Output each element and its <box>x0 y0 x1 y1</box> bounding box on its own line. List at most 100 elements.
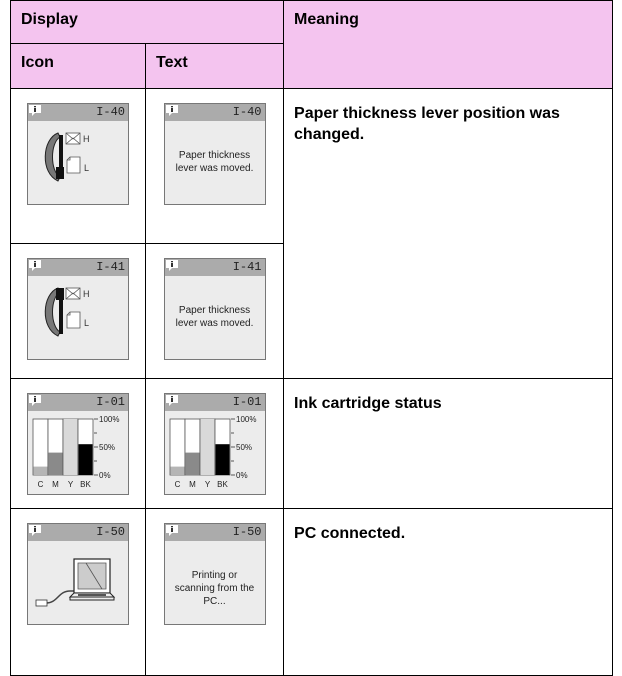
scale-label: 100% <box>99 415 119 424</box>
badge-glyph <box>170 526 173 528</box>
badge-glyph <box>34 261 36 263</box>
text-cell: I-40 Paper thickness lever was moved. <box>144 88 285 244</box>
badge-glyph <box>34 526 36 528</box>
ink-level <box>185 452 199 475</box>
info-badge <box>165 105 178 116</box>
icon-cell: I-41 H L <box>10 243 146 379</box>
badge-glyph <box>34 108 36 112</box>
icon-cell: I-50 <box>10 508 146 676</box>
badge-glyph <box>34 398 36 402</box>
lever-bracket <box>59 135 63 179</box>
meaning-header: Meaning <box>283 0 614 89</box>
table-row: I-50 I-50 Printing or scanning from the PC… <box>10 508 614 676</box>
ink-level <box>48 452 63 475</box>
lcd-header: I-50 <box>28 524 128 541</box>
screen-graphic: HL <box>44 287 90 337</box>
icon-cell: I-01 C M Y BK 100% 50% 0% <box>10 378 146 509</box>
scale-label: 0% <box>236 471 248 480</box>
ink-label: Y <box>204 480 210 489</box>
badge-glyph <box>170 261 173 263</box>
meaning-cell: Paper thickness lever position was chang… <box>283 88 614 379</box>
display-header: Display <box>9 0 285 44</box>
laptop-display <box>77 562 107 590</box>
scale-label: 0% <box>99 471 111 480</box>
text-cell: I-50 Printing or scanning from the PC... <box>144 508 285 676</box>
header-row: Icon Text <box>10 43 613 89</box>
screen-message: Paper thickness lever was moved. <box>175 305 254 329</box>
lcd-header: I-40 <box>164 104 265 121</box>
page <box>66 311 81 329</box>
lcd-header: I-50 <box>164 524 265 541</box>
screen-code: I-01 <box>232 395 262 409</box>
ink-label: Y <box>68 480 74 489</box>
lcd-screen: I-01 C M Y BK 100% 50% 0% <box>27 393 129 495</box>
screen-graphic: HL <box>44 132 90 182</box>
lever-bracket <box>59 290 63 334</box>
screen-graphic: C M Y BK 100% 50% 0% <box>32 415 119 489</box>
table-row: I-40 H L I-40 Paper thickness lever was move… <box>10 88 614 379</box>
low-label: L <box>84 163 89 173</box>
info-badge <box>29 525 41 536</box>
usb-plug <box>35 599 48 607</box>
badge-glyph <box>34 528 36 532</box>
screen-message: Printing or scanning from the PC... <box>174 570 255 607</box>
badge-glyph <box>170 528 173 532</box>
lcd-header: I-41 <box>164 259 265 276</box>
lcd-screen: I-50 <box>27 523 129 625</box>
lcd-screen: I-41 Paper thickness lever was moved. <box>163 258 266 360</box>
ink-label: BK <box>217 480 228 489</box>
info-badge <box>165 260 178 271</box>
header-row: Display Meaning <box>9 0 614 89</box>
badge-glyph <box>170 108 173 112</box>
cable <box>45 590 78 604</box>
screen-code: I-50 <box>96 525 125 539</box>
table-row: I-01 C M Y BK 100% 50% 0% I-01 C M Y BK 100% 50% 0% Ink … <box>10 378 614 509</box>
ink-level <box>78 444 93 475</box>
lcd-header: I-01 <box>164 394 265 411</box>
screen-code: I-41 <box>232 260 262 274</box>
icon-cell: I-40 H L <box>10 88 146 244</box>
info-badge <box>29 105 41 116</box>
ink-label: M <box>52 480 59 489</box>
ink-level <box>33 466 48 475</box>
lcd-screen: I-50 Printing or scanning from the PC... <box>163 523 266 625</box>
screen-code: I-41 <box>96 260 125 274</box>
meaning-cell: PC connected. <box>283 508 614 676</box>
screen-graphic: C M Y BK 100% 50% 0% <box>169 415 256 489</box>
ink-label: C <box>174 480 180 489</box>
scale-label: 100% <box>236 415 256 424</box>
badge-glyph <box>170 396 173 398</box>
lcd-header: I-01 <box>28 394 128 411</box>
page <box>66 156 81 174</box>
lcd-screen: I-41 H L <box>27 258 129 360</box>
info-badge <box>29 395 41 406</box>
keyboard <box>78 594 106 596</box>
badge-glyph <box>170 106 173 108</box>
text-header: Text <box>144 43 285 89</box>
badge-glyph <box>34 396 36 398</box>
ink-level <box>170 466 184 475</box>
ink-level <box>200 419 214 475</box>
envelope-flap <box>65 287 81 300</box>
badge-glyph <box>34 106 36 108</box>
ink-label: M <box>189 480 196 489</box>
ink-label: C <box>38 480 44 489</box>
screen-code: I-40 <box>96 105 125 119</box>
table-row: I-41 H L I-41 Paper thickness lever was move… <box>10 243 613 379</box>
lcd-screen: I-01 C M Y BK 100% 50% 0% <box>163 393 266 495</box>
icon-header: Icon <box>10 43 146 89</box>
info-badge <box>165 395 178 406</box>
high-label: H <box>83 289 90 299</box>
lcd-header: I-41 <box>28 259 128 276</box>
text-cell: I-41 Paper thickness lever was moved. <box>144 243 285 379</box>
ink-label: BK <box>80 480 91 489</box>
screen-code: I-50 <box>232 525 262 539</box>
badge-glyph <box>170 398 173 402</box>
screen-message: Paper thickness lever was moved. <box>175 150 254 174</box>
status-table: Display Meaning Icon Text I-40 H L I-40 Pape… <box>9 0 614 676</box>
ink-level <box>215 444 229 475</box>
scale-label: 50% <box>236 443 252 452</box>
screen-code: I-40 <box>232 105 262 119</box>
badge-glyph <box>34 263 36 267</box>
